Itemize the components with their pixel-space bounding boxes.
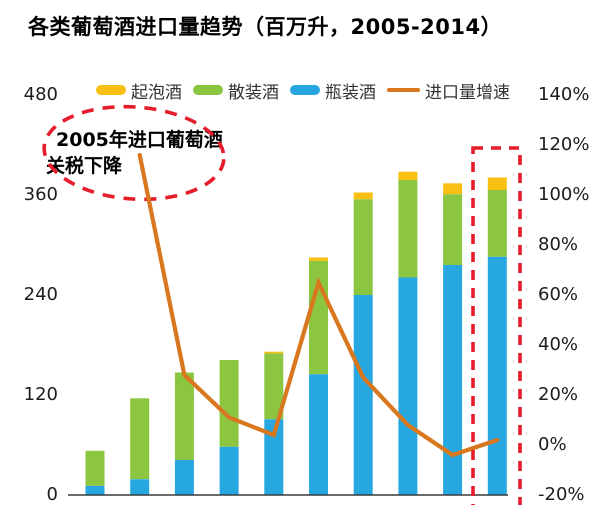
bar-segment-2014 — [487, 190, 507, 257]
bar-segment-2008 — [219, 446, 239, 495]
bar-segment-2007 — [174, 372, 194, 460]
legend-swatch-icon — [290, 85, 320, 95]
growth-line — [137, 152, 500, 458]
bar-segment-2011 — [353, 295, 373, 495]
bar-segment-2013 — [443, 183, 463, 195]
left-tick-label: 120 — [23, 384, 58, 405]
legend: 起泡酒 散装酒 瓶装酒 进口量增速 — [96, 78, 510, 103]
bar-segment-2012 — [398, 180, 418, 278]
bar-segment-2007 — [174, 460, 194, 495]
right-tick-label: 100% — [538, 184, 590, 205]
legend-label: 散装酒 — [228, 82, 279, 103]
left-tick-label: 240 — [23, 284, 58, 305]
bar-segment-2006 — [130, 479, 150, 495]
annotation-line1: 2005年进口葡萄酒 — [56, 129, 223, 151]
annotation-line2: 关税下降 — [46, 155, 123, 177]
bar-segment-2013 — [443, 265, 463, 495]
bar-segment-2014 — [487, 256, 507, 495]
legend-label: 瓶装酒 — [325, 82, 376, 103]
right-tick-label: 140% — [538, 84, 590, 105]
bar-segment-2014 — [487, 177, 507, 190]
right-tick-label: -20% — [538, 484, 585, 505]
left-tick-label: 360 — [23, 184, 58, 205]
bar-segment-2009 — [264, 353, 284, 420]
bar-segment-2005 — [85, 485, 105, 495]
bar-segment-2010 — [309, 257, 328, 261]
bar-segment-2013 — [443, 194, 463, 265]
chart-title: 各类葡萄酒进口量趋势（百万升，2005-2014） — [28, 15, 503, 39]
legend-item-0: 起泡酒 — [96, 78, 182, 103]
bar-segment-2008 — [219, 360, 239, 447]
highlight-rect-2014 — [471, 146, 522, 505]
bar-segment-2011 — [353, 199, 373, 295]
legend-item-2: 瓶装酒 — [290, 78, 376, 103]
left-tick-label: 480 — [23, 84, 58, 105]
right-tick-label: 40% — [538, 334, 579, 355]
legend-label: 进口量增速 — [425, 82, 510, 103]
bar-segment-2012 — [398, 277, 418, 495]
bar-segment-2012 — [398, 171, 418, 180]
right-tick-label: 0% — [538, 434, 567, 455]
left-tick-label: 0 — [46, 484, 58, 505]
right-tick-label: 20% — [538, 384, 579, 405]
bar-segment-2009 — [264, 351, 284, 354]
right-tick-label: 80% — [538, 234, 579, 255]
legend-swatch-icon — [387, 88, 420, 92]
legend-item-1: 散装酒 — [193, 78, 279, 103]
right-tick-label: 120% — [538, 134, 590, 155]
bar-segment-2010 — [309, 260, 328, 375]
right-tick-label: 60% — [538, 284, 579, 305]
legend-swatch-icon — [96, 85, 126, 95]
tariff-annotation: 2005年进口葡萄酒 关税下降 — [46, 127, 223, 179]
bar-segment-2005 — [85, 450, 105, 486]
legend-label: 起泡酒 — [131, 82, 182, 103]
bar-segment-2009 — [264, 419, 284, 495]
legend-item-3: 进口量增速 — [387, 78, 510, 103]
bar-segment-2010 — [309, 374, 328, 495]
legend-swatch-icon — [193, 85, 223, 95]
bar-segment-2011 — [353, 192, 373, 200]
bar-segment-2006 — [130, 398, 150, 480]
